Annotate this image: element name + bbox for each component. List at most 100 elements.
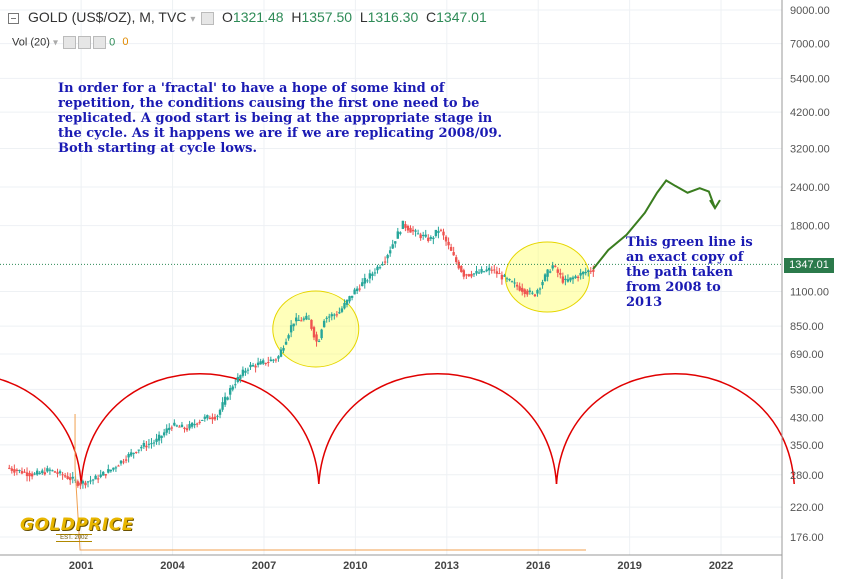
candle-body: [289, 325, 293, 333]
settings-icon[interactable]: [201, 11, 215, 25]
candle-body: [348, 296, 351, 302]
x-tick-label: 2016: [526, 560, 550, 572]
candle-body: [404, 224, 407, 228]
candle-body: [84, 482, 87, 486]
candle-body: [330, 314, 333, 317]
collapse-icon[interactable]: [8, 13, 19, 24]
chart-header: GOLD (US$/OZ), M, TVC ▾ O1321.48 H1357.5…: [28, 9, 487, 25]
candle-body: [254, 365, 257, 368]
candle-body: [295, 317, 298, 322]
candle-body: [533, 294, 537, 297]
green-line-annotation: This green line is an exact copy of the …: [626, 235, 753, 310]
candle-body: [444, 236, 448, 242]
candle-body: [168, 427, 171, 431]
candle-body: [152, 442, 156, 444]
candle-body: [213, 416, 217, 420]
candle-body: [335, 314, 339, 316]
candle-body: [485, 269, 488, 272]
candle-body: [429, 237, 433, 239]
cycle-arc: [0, 378, 82, 485]
candle-body: [366, 280, 369, 282]
candle-body: [419, 234, 422, 239]
candle-body: [140, 447, 143, 449]
candle-body: [548, 271, 552, 273]
x-tick-label: 2022: [709, 560, 733, 572]
gear-icon[interactable]: [78, 36, 92, 49]
candle-body: [343, 303, 346, 309]
candle-body: [541, 281, 544, 286]
candle-body: [569, 277, 572, 281]
y-tick-label: 690.00: [790, 349, 824, 361]
candle-body: [71, 476, 74, 479]
candle-body: [223, 396, 227, 405]
candle-body: [185, 428, 189, 431]
candle-body: [18, 470, 21, 472]
candle-body: [345, 299, 349, 305]
candle-body: [488, 267, 491, 271]
candle-body: [317, 340, 321, 342]
candle-body: [147, 443, 151, 445]
candle-body: [122, 461, 125, 463]
candle-body: [284, 341, 288, 345]
candle-body: [10, 468, 14, 471]
x-tick-label: 2019: [617, 560, 641, 572]
candle-body: [272, 359, 275, 361]
candle-body: [198, 421, 201, 423]
candle-body: [234, 384, 237, 386]
candle-body: [137, 449, 140, 451]
candle-body: [503, 275, 506, 277]
candle-body: [409, 227, 412, 233]
y-tick-label: 4200.00: [790, 107, 830, 119]
symbol-title[interactable]: GOLD (US$/OZ), M, TVC: [28, 9, 187, 25]
candle-body: [300, 320, 303, 322]
chart-grid: [0, 0, 782, 555]
candle-body: [561, 276, 565, 283]
candle-body: [279, 349, 283, 357]
candle-body: [462, 270, 466, 277]
candle-body: [543, 274, 547, 282]
candle-body: [190, 422, 194, 427]
candle-body: [353, 289, 356, 295]
candle-body: [216, 415, 219, 417]
candle-body: [559, 272, 562, 275]
candle-body: [124, 459, 128, 461]
y-tick-label: 9000.00: [790, 5, 830, 17]
candle-body: [513, 282, 516, 284]
candle-body: [150, 443, 153, 445]
x-tick-label: 2013: [435, 560, 459, 572]
candlestick-series: [8, 220, 595, 490]
close-label: C: [426, 9, 437, 25]
candle-body: [107, 469, 110, 473]
candle-body: [132, 452, 135, 454]
candle-body: [447, 241, 450, 246]
x-tick-label: 2001: [69, 560, 93, 572]
candle-body: [437, 231, 440, 233]
candle-body: [41, 470, 44, 474]
candle-body: [25, 472, 29, 477]
candle-body: [399, 232, 402, 234]
candle-body: [454, 257, 458, 262]
candle-body: [302, 318, 306, 320]
y-tick-label: 280.00: [790, 470, 824, 482]
candle-body: [523, 289, 526, 295]
eye-icon[interactable]: [63, 36, 77, 49]
close-icon[interactable]: [93, 36, 107, 49]
chevron-down-icon[interactable]: ▾: [190, 14, 196, 25]
candle-body: [274, 359, 278, 361]
fractal-annotation: In order for a 'fractal' to have a hope …: [58, 81, 503, 156]
candle-body: [69, 477, 72, 481]
chevron-down-icon[interactable]: ▾: [52, 37, 59, 49]
candle-body: [195, 423, 199, 425]
candle-body: [20, 471, 24, 474]
candle-body: [241, 369, 245, 376]
volume-indicator: Vol (20) ▾ 0 0: [12, 36, 128, 49]
candle-body: [142, 443, 146, 447]
indicator-label[interactable]: Vol (20): [12, 36, 50, 49]
candle-body: [406, 225, 410, 231]
projection-path: [592, 179, 716, 270]
candle-body: [239, 375, 242, 379]
logo-wordmark: GOLDPRICE: [20, 515, 134, 535]
y-tick-label: 5400.00: [790, 73, 830, 85]
candle-body: [574, 276, 577, 278]
candle-body: [581, 271, 585, 275]
